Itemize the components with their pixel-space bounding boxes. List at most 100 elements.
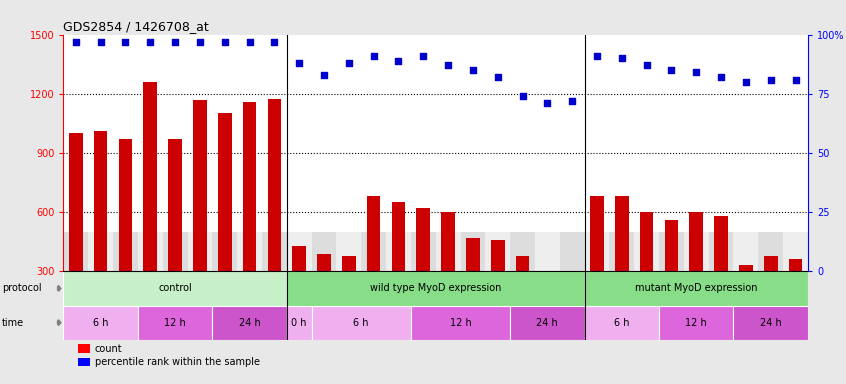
Bar	[162, 232, 188, 271]
Bar	[659, 232, 684, 271]
Text: mutant MyoD expression: mutant MyoD expression	[635, 283, 757, 293]
Text: control: control	[158, 283, 192, 293]
Bar	[442, 212, 455, 331]
Bar	[79, 358, 90, 366]
Bar	[416, 208, 430, 331]
Bar	[113, 232, 138, 271]
Bar	[411, 232, 436, 271]
Bar	[287, 306, 311, 340]
Bar	[634, 232, 659, 271]
Text: percentile rank within the sample: percentile rank within the sample	[95, 357, 260, 367]
Point	[541, 100, 554, 106]
Point	[392, 58, 405, 64]
Point	[293, 60, 306, 66]
Bar	[491, 240, 504, 331]
Bar	[640, 212, 653, 331]
Point	[317, 72, 331, 78]
Text: 0 h: 0 h	[292, 318, 307, 328]
Bar	[466, 238, 480, 331]
Bar	[262, 232, 287, 271]
Bar	[411, 306, 510, 340]
Point	[168, 38, 182, 45]
Bar	[337, 232, 361, 271]
Bar	[243, 102, 256, 331]
Bar	[69, 133, 83, 331]
Text: 24 h: 24 h	[536, 318, 558, 328]
Bar	[714, 216, 728, 331]
Bar	[267, 99, 281, 331]
Text: GDS2854 / 1426708_at: GDS2854 / 1426708_at	[63, 20, 209, 33]
Bar	[739, 265, 753, 331]
Bar	[758, 232, 783, 271]
Text: protocol: protocol	[2, 283, 41, 293]
Bar	[212, 306, 287, 340]
Point	[640, 62, 653, 68]
Bar	[615, 196, 629, 331]
Bar	[541, 277, 554, 331]
Bar	[689, 212, 703, 331]
Bar	[361, 232, 386, 271]
Bar	[560, 232, 585, 271]
Bar	[79, 344, 90, 353]
Point	[665, 67, 678, 73]
Point	[714, 74, 728, 80]
Text: 24 h: 24 h	[239, 318, 261, 328]
Bar	[510, 232, 535, 271]
Bar	[392, 202, 405, 331]
Bar	[733, 232, 758, 271]
Bar	[510, 306, 585, 340]
Bar	[709, 232, 733, 271]
Bar	[118, 139, 132, 331]
Point	[144, 38, 157, 45]
Bar	[516, 255, 530, 331]
Text: time: time	[2, 318, 24, 328]
Bar	[138, 306, 212, 340]
Point	[442, 62, 455, 68]
Point	[94, 38, 107, 45]
Bar	[585, 306, 659, 340]
Point	[267, 38, 281, 45]
Point	[193, 38, 206, 45]
Bar	[287, 271, 585, 306]
Bar	[684, 232, 709, 271]
Bar	[733, 306, 808, 340]
Bar	[783, 232, 808, 271]
Point	[615, 55, 629, 61]
Point	[565, 98, 579, 104]
Bar	[287, 232, 311, 271]
Text: 24 h: 24 h	[760, 318, 782, 328]
Bar	[293, 246, 306, 331]
Bar	[342, 255, 355, 331]
Bar	[585, 232, 609, 271]
Bar	[764, 255, 777, 331]
Point	[342, 60, 355, 66]
Bar	[138, 232, 162, 271]
Bar	[591, 196, 604, 331]
Point	[764, 76, 777, 83]
Point	[491, 74, 504, 80]
Bar	[317, 253, 331, 331]
Bar	[212, 232, 237, 271]
Point	[516, 93, 530, 99]
Point	[788, 76, 802, 83]
Bar	[88, 232, 113, 271]
Text: wild type MyoD expression: wild type MyoD expression	[370, 283, 502, 293]
Point	[69, 38, 83, 45]
Point	[416, 53, 430, 59]
Text: 6 h: 6 h	[614, 318, 629, 328]
Point	[466, 67, 480, 73]
Bar	[311, 306, 411, 340]
Text: 6 h: 6 h	[93, 318, 108, 328]
Bar	[193, 100, 206, 331]
Bar	[63, 232, 88, 271]
Text: 6 h: 6 h	[354, 318, 369, 328]
Point	[367, 53, 381, 59]
Bar	[788, 260, 802, 331]
Bar	[63, 271, 287, 306]
Text: count: count	[95, 344, 123, 354]
Bar	[367, 196, 381, 331]
Bar	[535, 232, 560, 271]
Bar	[63, 306, 138, 340]
Bar	[188, 232, 212, 271]
Point	[243, 38, 256, 45]
